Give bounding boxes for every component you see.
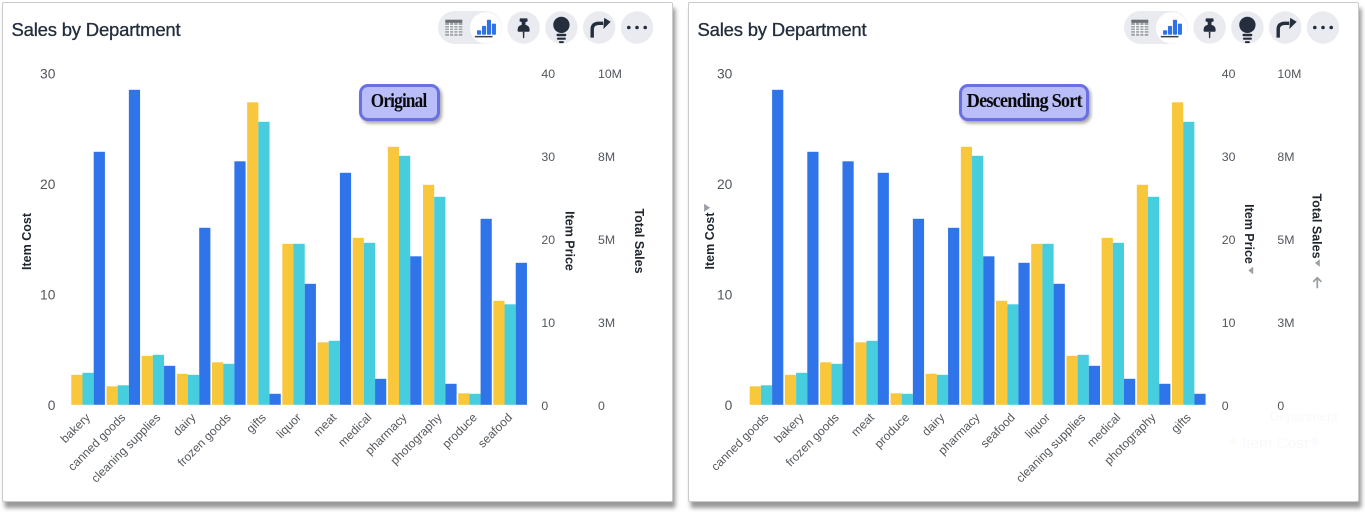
svg-text:3M: 3M — [1277, 316, 1294, 330]
svg-text:5M: 5M — [1277, 233, 1294, 247]
svg-text:0: 0 — [541, 399, 548, 413]
svg-text:10M: 10M — [1277, 67, 1301, 81]
svg-text:20: 20 — [541, 233, 555, 247]
svg-text:Item Price: Item Price — [563, 211, 577, 271]
svg-text:5M: 5M — [598, 233, 615, 247]
svg-text:dairy: dairy — [919, 410, 947, 438]
svg-text:0: 0 — [598, 399, 605, 413]
svg-text:liquor: liquor — [273, 410, 304, 441]
svg-text:30: 30 — [541, 150, 555, 164]
svg-text:30: 30 — [40, 66, 56, 81]
svg-text:Item Cost: Item Cost — [703, 212, 717, 270]
svg-text:seafood: seafood — [475, 410, 515, 450]
svg-text:seafood: seafood — [978, 410, 1018, 450]
svg-text:8M: 8M — [598, 150, 615, 164]
svg-text:0: 0 — [1222, 399, 1229, 413]
svg-text:30: 30 — [1222, 150, 1236, 164]
svg-text:Item Cost: Item Cost — [20, 212, 34, 270]
svg-text:0: 0 — [725, 398, 733, 413]
svg-text:produce: produce — [872, 410, 913, 451]
svg-text:gifts: gifts — [1168, 410, 1193, 435]
svg-text:40: 40 — [541, 67, 555, 81]
svg-text:10: 10 — [1222, 316, 1236, 330]
svg-text:20: 20 — [40, 177, 56, 192]
svg-text:meat: meat — [310, 410, 339, 439]
svg-text:Total Sales: Total Sales — [632, 208, 646, 273]
svg-text:10: 10 — [40, 288, 56, 303]
svg-text:10M: 10M — [598, 67, 622, 81]
svg-text:Item Price: Item Price — [1242, 204, 1256, 264]
svg-text:8M: 8M — [1277, 150, 1294, 164]
svg-text:0: 0 — [48, 398, 56, 413]
svg-text:3M: 3M — [598, 316, 615, 330]
svg-text:20: 20 — [1222, 233, 1236, 247]
svg-text:30: 30 — [717, 66, 733, 81]
svg-text:40: 40 — [1222, 67, 1236, 81]
svg-text:produce: produce — [439, 410, 480, 451]
svg-text:dairy: dairy — [170, 410, 198, 438]
svg-text:gifts: gifts — [243, 410, 268, 435]
svg-text:20: 20 — [717, 177, 733, 192]
svg-text:liquor: liquor — [1022, 410, 1053, 441]
svg-text:canned goods: canned goods — [708, 410, 771, 473]
svg-text:0: 0 — [1277, 399, 1284, 413]
svg-text:meat: meat — [848, 410, 877, 439]
svg-text:10: 10 — [717, 288, 733, 303]
svg-text:Total Sales: Total Sales — [1309, 193, 1323, 258]
svg-text:10: 10 — [541, 316, 555, 330]
svg-text:Department: Department — [1270, 409, 1338, 424]
svg-text:Item Cost: Item Cost — [1242, 436, 1309, 453]
